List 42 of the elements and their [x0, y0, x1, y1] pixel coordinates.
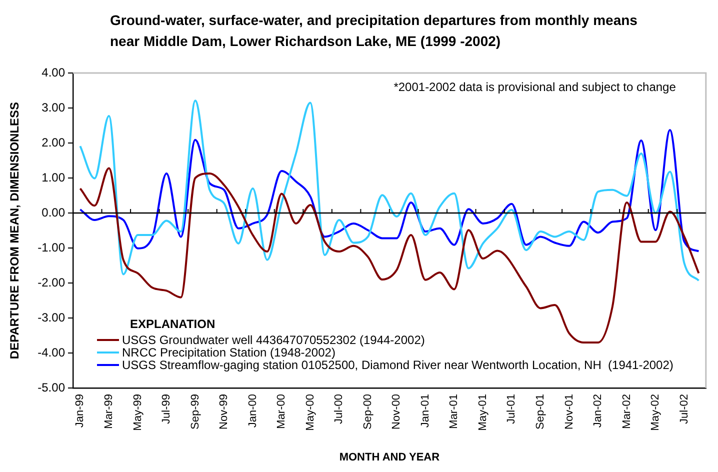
x-tick-label: Sep-99 — [189, 394, 202, 430]
y-tick-label: -4.00 — [38, 345, 66, 360]
x-tick-label: Mar-01 — [448, 394, 460, 429]
x-tick-label: Jul-99 — [160, 394, 173, 424]
x-tick-label: Jan-01 — [419, 394, 432, 428]
annotation: *2001-2002 data is provisional and subject to change — [394, 80, 676, 94]
x-tick-label: Nov-99 — [218, 394, 230, 430]
x-tick-label: Jul-01 — [506, 394, 518, 424]
y-tick-label: 0.00 — [42, 205, 66, 220]
x-tick-label: Nov-00 — [390, 394, 403, 430]
x-tick-label: May-00 — [304, 394, 316, 431]
y-tick-label: 4.00 — [42, 65, 66, 80]
x-axis-title: MONTH AND YEAR — [339, 451, 440, 464]
y-tick-label: -5.00 — [38, 380, 66, 394]
x-tick-label: May-99 — [132, 394, 144, 431]
x-tick-label: Jan-00 — [246, 394, 259, 428]
x-tick-label: May-02 — [650, 394, 662, 431]
x-tick-label: Jul-02 — [678, 394, 690, 424]
chart-title: Ground-water, surface-water, and precipitation departures from monthly means near Middle Dam, Lower Richardson Lake, ME (1999 -2002) — [110, 12, 638, 49]
x-tick-label: Jul-00 — [333, 394, 346, 424]
line-series — [79, 129, 700, 252]
legend-label: USGS Groundwater well 443647070552302 (1944-2002) — [122, 333, 425, 347]
x-tick-label: Mar-02 — [620, 394, 633, 429]
x-tick-label: Mar-00 — [276, 394, 288, 429]
line-series — [79, 100, 700, 282]
x-tick-label: Nov-01 — [563, 394, 576, 430]
y-tick-label: 1.00 — [42, 170, 66, 184]
y-tick-label: -3.00 — [38, 310, 66, 324]
legend-label: NRCC Precipitation Station (1948-2002) — [122, 346, 336, 360]
y-axis-title: DEPARTURE FROM MEAN, DIMENSIONLESS — [8, 102, 22, 360]
legend-label: USGS Streamflow-gaging station 01052500, Diamond River near Wentworth Location, NH (1941-2002) — [122, 358, 674, 372]
legend-title: EXPLANATION — [130, 317, 216, 331]
y-tick-label: 3.00 — [42, 100, 66, 114]
x-tick-label: Sep-00 — [362, 394, 374, 430]
x-tick-label: Jan-02 — [592, 394, 604, 428]
x-tick-label: Mar-99 — [102, 394, 115, 429]
y-tick-label: -1.00 — [38, 240, 66, 254]
x-tick-label: Jan-99 — [74, 394, 86, 428]
y-tick-label: -2.00 — [38, 275, 66, 290]
y-tick-label: 2.00 — [42, 135, 66, 150]
x-tick-label: May-01 — [476, 394, 489, 431]
x-tick-label: Sep-01 — [534, 394, 547, 430]
